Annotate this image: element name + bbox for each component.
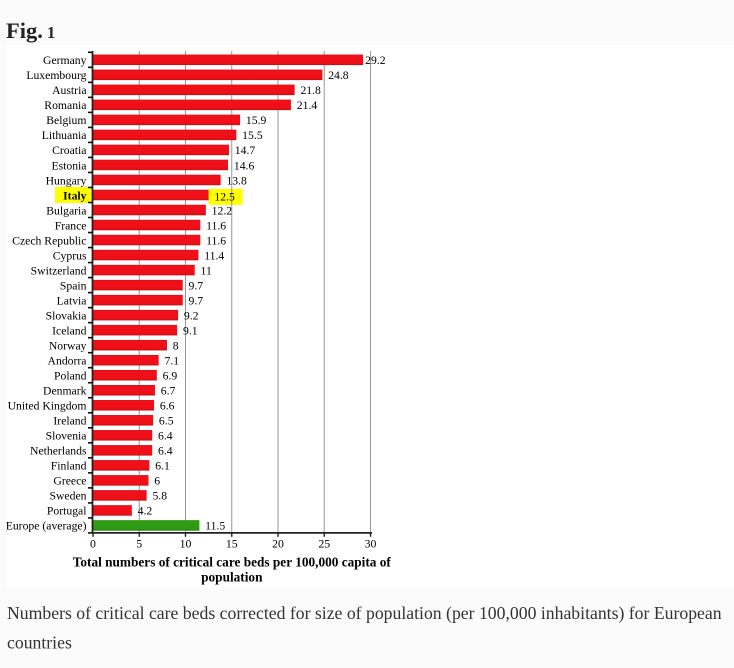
- svg-text:9.2: 9.2: [184, 309, 199, 322]
- svg-text:6.4: 6.4: [158, 430, 173, 443]
- svg-text:15.5: 15.5: [242, 129, 263, 142]
- svg-text:21.8: 21.8: [300, 84, 321, 97]
- svg-text:Luxembourg: Luxembourg: [26, 69, 86, 82]
- svg-text:24.8: 24.8: [328, 69, 349, 82]
- svg-text:4.2: 4.2: [138, 505, 153, 518]
- svg-text:9.7: 9.7: [189, 279, 204, 292]
- svg-text:20: 20: [272, 537, 284, 551]
- svg-text:Romania: Romania: [44, 99, 87, 112]
- svg-text:Portugal: Portugal: [47, 505, 87, 518]
- svg-text:Finland: Finland: [51, 460, 87, 473]
- svg-text:Czech Republic: Czech Republic: [12, 234, 86, 247]
- svg-text:Denmark: Denmark: [43, 385, 87, 398]
- svg-text:11.4: 11.4: [204, 249, 224, 262]
- svg-text:Norway: Norway: [49, 339, 87, 352]
- svg-text:United Kingdom: United Kingdom: [8, 400, 87, 413]
- svg-text:6: 6: [154, 475, 160, 488]
- svg-text:Slovenia: Slovenia: [46, 430, 88, 443]
- svg-text:29.2: 29.2: [365, 54, 386, 67]
- svg-text:Sweden: Sweden: [49, 490, 86, 503]
- svg-text:Slovakia: Slovakia: [46, 309, 88, 322]
- svg-text:Greece: Greece: [53, 475, 86, 488]
- svg-text:Cyprus: Cyprus: [53, 249, 87, 262]
- svg-text:Austria: Austria: [52, 84, 87, 97]
- svg-text:6.1: 6.1: [155, 460, 170, 473]
- svg-text:10: 10: [180, 537, 192, 551]
- svg-text:12.5: 12.5: [214, 190, 235, 203]
- svg-text:6.9: 6.9: [163, 370, 178, 383]
- svg-text:8: 8: [173, 339, 179, 352]
- svg-text:15.9: 15.9: [246, 114, 267, 127]
- svg-text:Netherlands: Netherlands: [30, 445, 87, 458]
- svg-text:6.4: 6.4: [158, 445, 173, 458]
- svg-text:Iceland: Iceland: [52, 324, 87, 337]
- svg-text:21.4: 21.4: [297, 99, 318, 112]
- svg-text:9.1: 9.1: [183, 324, 198, 337]
- svg-text:Total numbers of critical care: Total numbers of critical care beds per …: [73, 555, 392, 570]
- svg-text:Lithuania: Lithuania: [42, 129, 88, 142]
- svg-text:30: 30: [365, 537, 377, 551]
- svg-text:25: 25: [318, 537, 330, 551]
- svg-text:Switzerland: Switzerland: [31, 264, 87, 277]
- svg-text:6.5: 6.5: [159, 415, 174, 428]
- svg-text:12.2: 12.2: [212, 204, 233, 217]
- svg-text:Bulgaria: Bulgaria: [46, 204, 87, 217]
- svg-text:Spain: Spain: [60, 279, 87, 292]
- svg-text:5: 5: [136, 537, 142, 551]
- svg-text:7.1: 7.1: [164, 355, 179, 368]
- svg-text:Ireland: Ireland: [53, 415, 86, 428]
- svg-text:Estonia: Estonia: [51, 159, 87, 172]
- svg-text:15: 15: [226, 537, 238, 551]
- svg-text:Croatia: Croatia: [52, 144, 87, 157]
- svg-text:14.7: 14.7: [235, 144, 256, 157]
- svg-text:11: 11: [201, 264, 212, 277]
- svg-text:0: 0: [90, 537, 96, 551]
- svg-text:5.8: 5.8: [152, 490, 167, 503]
- svg-text:Numbers of critical care beds: Numbers of critical care beds corrected …: [7, 603, 722, 623]
- svg-text:13.8: 13.8: [226, 174, 247, 187]
- svg-text:6.7: 6.7: [161, 385, 176, 398]
- svg-text:Andorra: Andorra: [48, 355, 88, 368]
- svg-text:Hungary: Hungary: [46, 174, 87, 187]
- svg-text:6.6: 6.6: [160, 400, 175, 413]
- svg-text:Italy: Italy: [63, 189, 87, 202]
- svg-text:France: France: [55, 219, 87, 232]
- svg-text:Belgium: Belgium: [46, 114, 86, 127]
- svg-text:14.6: 14.6: [234, 159, 255, 172]
- svg-text:Poland: Poland: [54, 370, 87, 383]
- svg-text:Latvia: Latvia: [57, 294, 88, 307]
- svg-text:Europe (average): Europe (average): [6, 520, 87, 533]
- svg-text:9.7: 9.7: [189, 294, 204, 307]
- svg-text:11.5: 11.5: [205, 520, 225, 533]
- svg-text:population: population: [201, 570, 263, 585]
- svg-text:Germany: Germany: [43, 54, 87, 67]
- svg-text:11.6: 11.6: [206, 234, 226, 247]
- svg-text:Fig. 1: Fig. 1: [6, 18, 55, 43]
- svg-text:11.6: 11.6: [206, 219, 226, 232]
- svg-text:countries: countries: [7, 633, 72, 653]
